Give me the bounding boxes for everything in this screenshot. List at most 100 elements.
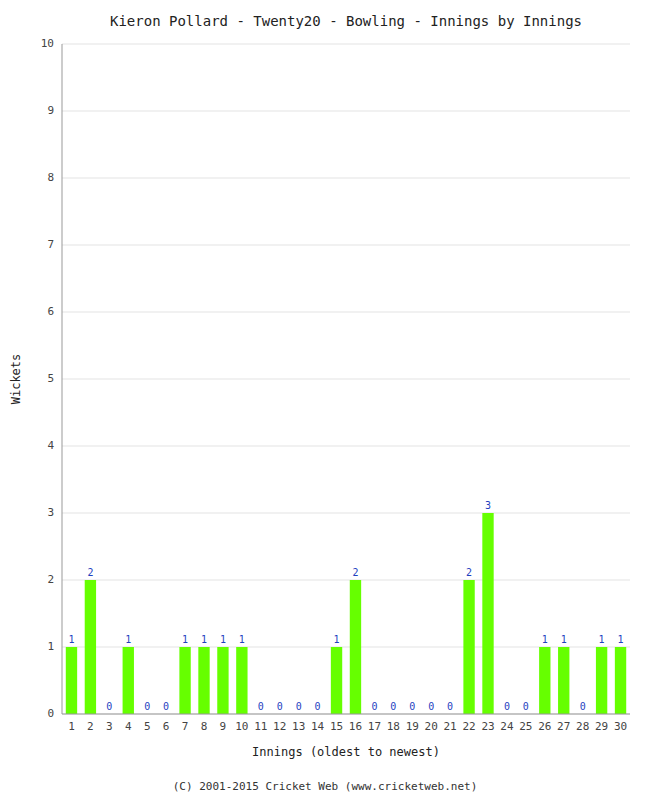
- x-tick-label: 28: [576, 720, 589, 733]
- y-tick-label: 8: [47, 171, 54, 184]
- x-tick-label: 9: [220, 720, 227, 733]
- bar: [463, 580, 474, 714]
- x-tick-label: 12: [273, 720, 286, 733]
- x-tick-label: 1: [68, 720, 75, 733]
- x-tick-label: 18: [387, 720, 400, 733]
- grid-line: [62, 44, 630, 45]
- data-label: 1: [618, 634, 624, 645]
- x-tick-label: 22: [462, 720, 475, 733]
- x-tick-label: 23: [481, 720, 494, 733]
- x-tick-label: 14: [311, 720, 325, 733]
- data-label: 0: [163, 701, 169, 712]
- x-axis-label: Innings (oldest to newest): [252, 745, 440, 759]
- y-tick-label: 2: [47, 573, 54, 586]
- data-label: 1: [68, 634, 74, 645]
- bar: [482, 513, 493, 714]
- x-tick-label: 10: [235, 720, 248, 733]
- bar: [123, 647, 134, 714]
- bar: [596, 647, 607, 714]
- x-tick-label: 26: [538, 720, 551, 733]
- x-tick-label: 21: [444, 720, 457, 733]
- data-label: 1: [334, 634, 340, 645]
- y-tick-label: 1: [47, 640, 54, 653]
- grid-line: [62, 379, 630, 380]
- data-label: 1: [182, 634, 188, 645]
- data-label: 0: [106, 701, 112, 712]
- data-label: 0: [504, 701, 510, 712]
- data-label: 1: [239, 634, 245, 645]
- bar: [179, 647, 190, 714]
- x-tick-label: 19: [406, 720, 419, 733]
- y-tick-label: 6: [47, 305, 54, 318]
- data-label: 1: [220, 634, 226, 645]
- grid-line: [62, 513, 630, 514]
- bar: [85, 580, 96, 714]
- x-tick-label: 20: [425, 720, 438, 733]
- data-label: 0: [523, 701, 529, 712]
- title: Kieron Pollard - Twenty20 - Bowling - In…: [110, 13, 582, 29]
- data-label: 1: [599, 634, 605, 645]
- data-labels: 120100111100001200000230011011: [68, 500, 623, 712]
- y-tick-label: 5: [47, 372, 54, 385]
- grid: [62, 44, 630, 714]
- data-label: 2: [466, 567, 472, 578]
- bar: [331, 647, 342, 714]
- x-axis-line: [62, 714, 630, 715]
- grid-line: [62, 580, 630, 581]
- bar: [539, 647, 550, 714]
- data-label: 0: [447, 701, 453, 712]
- x-tick-label: 13: [292, 720, 305, 733]
- x-tick-label: 6: [163, 720, 170, 733]
- x-tick-label: 30: [614, 720, 627, 733]
- x-tick-label: 16: [349, 720, 362, 733]
- footer: (C) 2001-2015 Cricket Web (www.cricketwe…: [173, 780, 478, 793]
- data-label: 0: [371, 701, 377, 712]
- y-tick-label: 4: [47, 439, 54, 452]
- data-label: 0: [296, 701, 302, 712]
- data-label: 0: [390, 701, 396, 712]
- data-label: 2: [87, 567, 93, 578]
- bar: [198, 647, 209, 714]
- data-label: 0: [258, 701, 264, 712]
- x-axis: 1234567891011121314151617181920212223242…: [68, 720, 627, 733]
- x-tick-label: 8: [201, 720, 208, 733]
- data-label: 2: [352, 567, 358, 578]
- x-tick-label: 4: [125, 720, 132, 733]
- x-tick-label: 24: [500, 720, 514, 733]
- y-axis-line: [62, 44, 63, 714]
- grid-line: [62, 245, 630, 246]
- y-tick-label: 7: [47, 238, 54, 251]
- y-axis: 0 1 2 3 4 5 6 7 8 9 10: [41, 37, 55, 720]
- y-tick-label: 9: [47, 104, 54, 117]
- data-label: 1: [125, 634, 131, 645]
- grid-line: [62, 178, 630, 179]
- x-tick-label: 5: [144, 720, 151, 733]
- chart: 0123456789101201001111000012000002300110…: [0, 0, 650, 800]
- x-tick-label: 11: [254, 720, 267, 733]
- data-label: 1: [561, 634, 567, 645]
- bars: [66, 513, 626, 714]
- bar: [236, 647, 247, 714]
- bar: [66, 647, 77, 714]
- data-label: 0: [428, 701, 434, 712]
- data-label: 1: [201, 634, 207, 645]
- data-label: 0: [315, 701, 321, 712]
- x-tick-label: 2: [87, 720, 94, 733]
- grid-line: [62, 312, 630, 313]
- x-tick-label: 17: [368, 720, 381, 733]
- bar: [615, 647, 626, 714]
- x-tick-label: 27: [557, 720, 570, 733]
- y-tick-label: 10: [41, 37, 54, 50]
- y-axis-label: Wickets: [9, 354, 23, 405]
- x-tick-label: 29: [595, 720, 608, 733]
- x-tick-label: 25: [519, 720, 532, 733]
- y-tick-label: 3: [47, 506, 54, 519]
- data-label: 0: [144, 701, 150, 712]
- grid-line: [62, 714, 630, 715]
- data-label: 0: [580, 701, 586, 712]
- y-tick-label: 0: [47, 707, 54, 720]
- data-label: 0: [277, 701, 283, 712]
- grid-line: [62, 111, 630, 112]
- chart-container: 0123456789101201001111000012000002300110…: [0, 0, 650, 800]
- x-tick-label: 3: [106, 720, 113, 733]
